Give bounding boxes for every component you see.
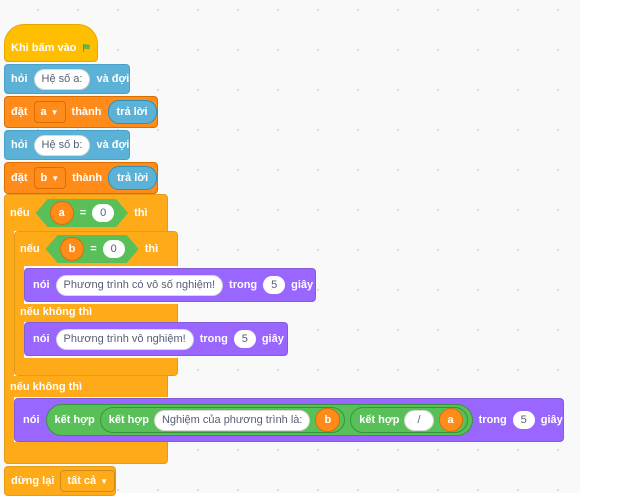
chevron-down-icon: ▼: [100, 476, 109, 486]
if-label: nếu: [20, 243, 40, 255]
for-label: trong: [229, 279, 258, 291]
say-for-secs-block-3[interactable]: nói kết hợp kết hợp Nghiệm của phương tr…: [14, 398, 564, 442]
join-label: kết hợp: [359, 414, 400, 426]
say-text-input[interactable]: Phương trình có vô số nghiệm!: [55, 274, 224, 296]
say-label: nói: [33, 333, 50, 345]
if-label: nếu: [10, 207, 30, 219]
ask-and-wait-block-a[interactable]: hỏi Hệ số a: và đợi: [4, 64, 130, 94]
green-flag-icon: [83, 44, 90, 52]
say-for-secs-block-2[interactable]: nói Phương trình vô nghiệm! trong 5 giây: [24, 322, 288, 356]
stop-block[interactable]: dừng lại tất cả ▼: [4, 466, 116, 496]
variable-dropdown-b[interactable]: b ▼: [33, 167, 67, 189]
secs-input[interactable]: 5: [263, 276, 286, 294]
else-label: nếu không thì: [10, 381, 83, 393]
for-label: trong: [478, 414, 507, 426]
and-wait-label: và đợi: [96, 73, 130, 85]
if-header-inner: nếu b = 0 thì: [14, 233, 164, 265]
answer-reporter[interactable]: trả lời: [107, 100, 157, 124]
variable-dropdown-a[interactable]: a ▼: [33, 101, 66, 123]
variable-reporter-b[interactable]: b: [60, 237, 85, 261]
ask-prompt-input-b[interactable]: Hệ số b:: [33, 134, 91, 156]
equals-operator-a[interactable]: a = 0: [36, 199, 129, 227]
secs-label: giây: [540, 414, 563, 426]
join-text-input[interactable]: Nghiệm của phương trình là:: [153, 409, 311, 431]
stop-option-dropdown[interactable]: tất cả ▼: [60, 470, 116, 492]
chevron-down-icon: ▼: [50, 107, 59, 117]
equals-operator-b[interactable]: b = 0: [46, 235, 139, 263]
set-variable-block-a[interactable]: đặt a ▼ thành trả lời: [4, 96, 158, 128]
stop-label: dừng lại: [11, 475, 55, 487]
say-label: nói: [23, 414, 40, 426]
variable-name: b: [40, 172, 48, 184]
say-label: nói: [33, 279, 50, 291]
if-header-outer: nếu a = 0 thì: [4, 196, 154, 230]
set-label: đặt: [11, 172, 28, 184]
else-label-inner: nếu không thì: [20, 304, 98, 320]
set-variable-block-b[interactable]: đặt b ▼ thành trả lời: [4, 162, 158, 194]
variable-reporter-a[interactable]: a: [438, 408, 463, 432]
for-label: trong: [199, 333, 228, 345]
join-operator-outer[interactable]: kết hợp kết hợp Nghiệm của phương trình …: [45, 404, 473, 436]
variable-reporter-b[interactable]: b: [315, 408, 341, 432]
ask-label: hỏi: [11, 139, 28, 151]
answer-reporter[interactable]: trả lời: [108, 166, 158, 190]
else-label-outer: nếu không thì: [10, 379, 88, 395]
to-label: thành: [72, 172, 103, 184]
ask-label: hỏi: [11, 73, 28, 85]
chevron-down-icon: ▼: [51, 173, 60, 183]
ask-and-wait-block-b[interactable]: hỏi Hệ số b: và đợi: [4, 130, 130, 160]
join-label: kết hợp: [54, 414, 95, 426]
set-label: đặt: [11, 106, 28, 118]
say-for-secs-block-1[interactable]: nói Phương trình có vô số nghiệm! trong …: [24, 268, 316, 302]
say-text-input[interactable]: Phương trình vô nghiệm!: [55, 328, 194, 350]
equals-right-input[interactable]: 0: [103, 240, 125, 258]
then-label: thì: [134, 207, 148, 219]
stop-option: tất cả: [67, 475, 97, 487]
when-flag-label: Khi bấm vào: [11, 42, 77, 54]
then-label: thì: [144, 243, 159, 255]
join-label: kết hợp: [108, 414, 149, 426]
equals-sign: =: [90, 243, 97, 255]
else-label: nếu không thì: [20, 306, 93, 318]
secs-label: giây: [291, 279, 314, 291]
variable-name: a: [40, 106, 47, 118]
to-label: thành: [71, 106, 102, 118]
join-slash-input[interactable]: /: [404, 409, 434, 431]
join-operator-right[interactable]: kết hợp / a: [350, 407, 468, 433]
equals-sign: =: [79, 207, 87, 219]
secs-label: giây: [261, 333, 284, 345]
secs-input[interactable]: 5: [233, 330, 256, 348]
join-operator-left[interactable]: kết hợp Nghiệm của phương trình là: b: [99, 407, 346, 433]
and-wait-label: và đợi: [96, 139, 130, 151]
ask-prompt-input-a[interactable]: Hệ số a:: [33, 68, 91, 90]
when-flag-clicked-block[interactable]: Khi bấm vào: [4, 24, 98, 62]
variable-reporter-a[interactable]: a: [50, 201, 74, 225]
equals-right-input[interactable]: 0: [92, 204, 114, 222]
secs-input[interactable]: 5: [512, 411, 535, 429]
